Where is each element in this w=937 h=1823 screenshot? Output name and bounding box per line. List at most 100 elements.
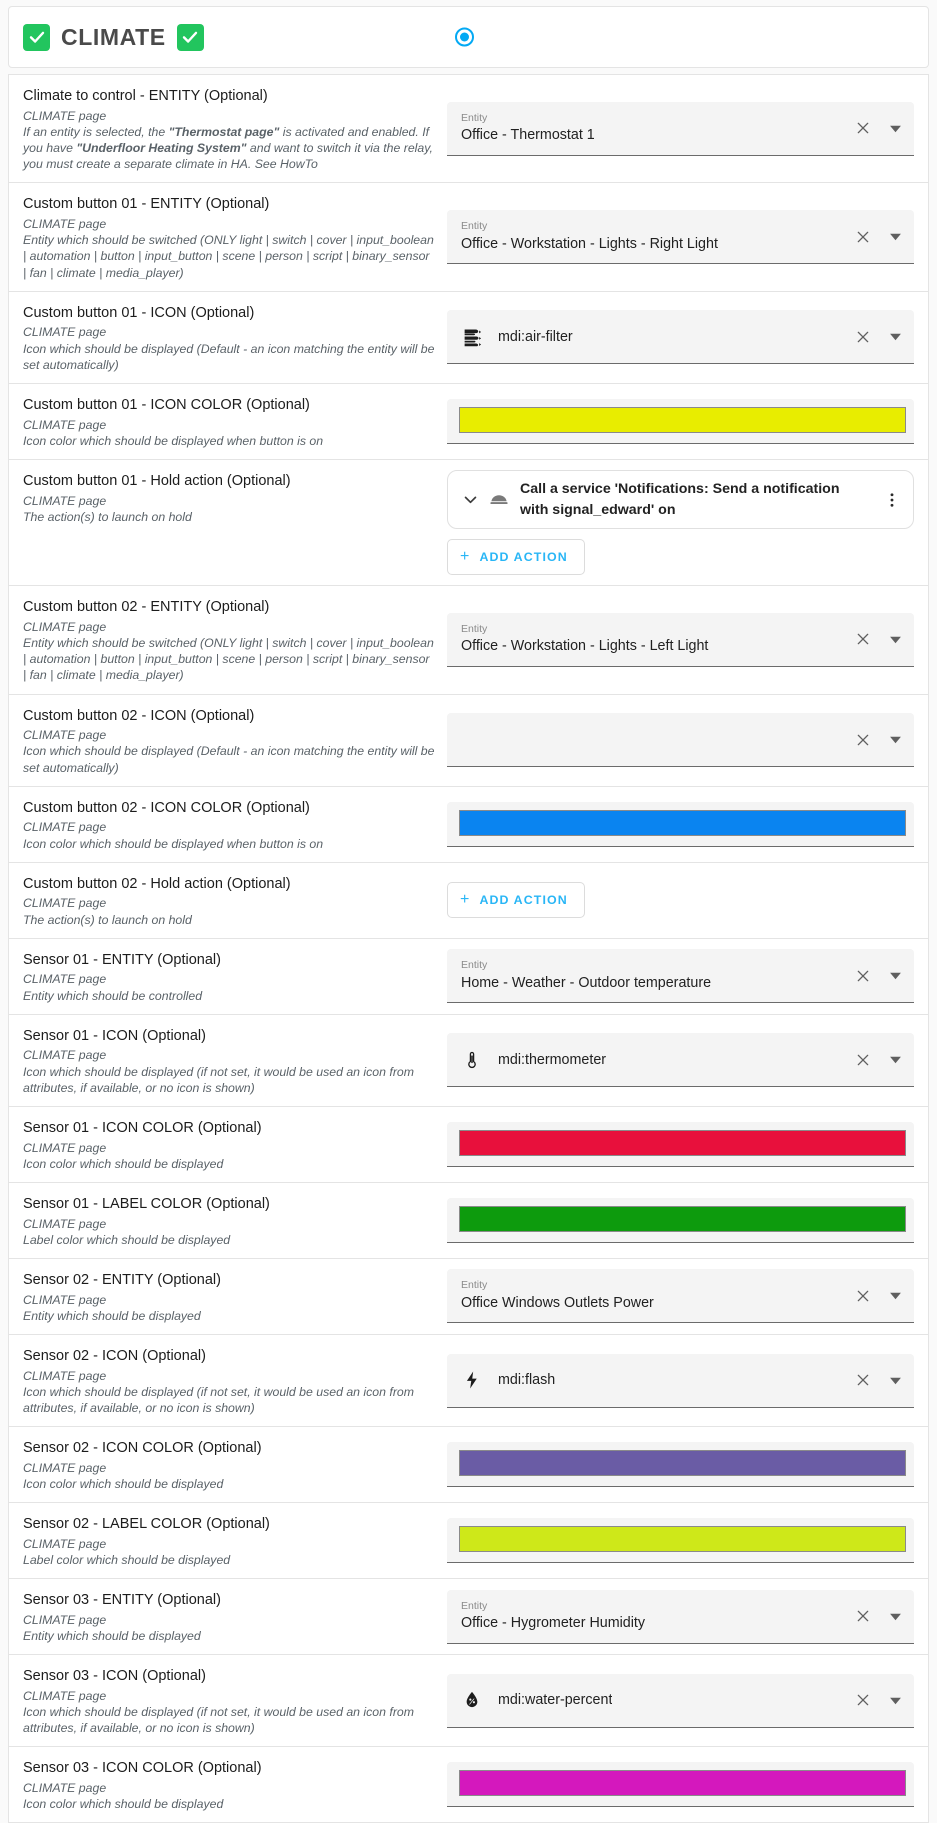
- row-description: CLIMATE page The action(s) to launch on h…: [23, 493, 192, 524]
- clear-icon[interactable]: [850, 963, 876, 989]
- checkbox-right-icon[interactable]: [176, 23, 204, 51]
- clear-icon[interactable]: [850, 1367, 876, 1393]
- settings-row: Sensor 03 - ICON (Optional) CLIMATE page I…: [9, 1654, 928, 1747]
- clear-icon[interactable]: [850, 324, 876, 350]
- color-swatch[interactable]: [459, 407, 906, 434]
- entity-field-body: Entity Office - Thermostat 1: [461, 112, 842, 145]
- icon-field[interactable]: mdi:water-percent: [447, 1673, 914, 1728]
- chevron-down-icon[interactable]: [882, 1687, 908, 1713]
- icon-field-value: mdi:flash: [498, 1371, 556, 1388]
- row-label-column: Custom button 02 - ENTITY (Optional) CLIM…: [23, 596, 447, 683]
- icon-field[interactable]: mdi:air-filter: [447, 310, 914, 365]
- service-bell-icon: [486, 487, 512, 513]
- field-trailing-controls: [842, 727, 908, 753]
- color-swatch[interactable]: [459, 1129, 906, 1156]
- page-title: CLIMATE: [61, 23, 166, 50]
- color-swatch[interactable]: [459, 809, 906, 836]
- entity-field[interactable]: Entity Office Windows Outlets Power: [447, 1269, 914, 1324]
- entity-field[interactable]: Entity Home - Weather - Outdoor temperatu…: [447, 949, 914, 1004]
- row-label-column: Sensor 03 - ENTITY (Optional) CLIMATE pag…: [23, 1589, 447, 1644]
- clear-icon[interactable]: [850, 1047, 876, 1073]
- chevron-down-icon[interactable]: [882, 727, 908, 753]
- row-title: Sensor 02 - ICON (Optional): [23, 1347, 206, 1364]
- color-field[interactable]: [447, 1197, 914, 1243]
- row-title: Climate to control - ENTITY (Optional): [23, 88, 268, 104]
- clear-icon[interactable]: [850, 1283, 876, 1309]
- entity-field-value: Office Windows Outlets Power: [461, 1294, 654, 1311]
- color-field[interactable]: [447, 399, 914, 445]
- color-field[interactable]: [447, 1442, 914, 1488]
- overflow-menu-icon[interactable]: [877, 485, 907, 515]
- settings-row: Sensor 02 - ICON COLOR (Optional) CLIMATE…: [9, 1426, 928, 1503]
- row-control-column: mdi:water-percent: [447, 1673, 914, 1728]
- icon-field[interactable]: mdi:thermometer: [447, 1033, 914, 1088]
- checkbox-left-icon[interactable]: [23, 23, 50, 51]
- color-field[interactable]: [447, 1121, 914, 1167]
- clear-icon[interactable]: [850, 1687, 876, 1713]
- clear-icon[interactable]: [850, 1603, 876, 1629]
- chevron-down-icon[interactable]: [882, 1047, 908, 1073]
- add-action-label: ADD ACTION: [479, 893, 568, 908]
- clear-icon[interactable]: [850, 727, 876, 753]
- row-label-column: Custom button 01 - Hold action (Optional…: [23, 470, 447, 525]
- add-action-button[interactable]: + ADD ACTION: [447, 539, 585, 576]
- flash-icon: [461, 1369, 483, 1391]
- action-item-text: Call a service 'Notifications: Send a no…: [520, 481, 840, 518]
- row-label-column: Sensor 03 - ICON (Optional) CLIMATE page I…: [23, 1665, 447, 1736]
- row-control-column: mdi:air-filter: [447, 310, 914, 365]
- chevron-down-icon[interactable]: [882, 626, 908, 652]
- color-field[interactable]: [447, 801, 914, 847]
- chevron-down-icon[interactable]: [882, 224, 908, 250]
- field-trailing-controls: [842, 626, 908, 652]
- add-action-button[interactable]: + ADD ACTION: [447, 882, 585, 919]
- chevron-down-icon[interactable]: [882, 963, 908, 989]
- row-control-column: [447, 1762, 914, 1808]
- clear-icon[interactable]: [850, 224, 876, 250]
- color-field[interactable]: [447, 1762, 914, 1808]
- row-control-column: Entity Home - Weather - Outdoor temperatu…: [447, 949, 914, 1004]
- row-control-column: Call a service 'Notifications: Send a no…: [447, 470, 914, 576]
- row-title: Custom button 01 - Hold action (Optional…: [23, 473, 291, 490]
- icon-field[interactable]: mdi:flash: [447, 1353, 914, 1408]
- color-swatch[interactable]: [459, 1770, 906, 1797]
- entity-field[interactable]: Entity Office - Workstation - Lights - Le…: [447, 612, 914, 667]
- settings-row: Custom button 01 - ENTITY (Optional) CLIM…: [9, 182, 928, 291]
- clear-icon[interactable]: [850, 626, 876, 652]
- row-label-column: Custom button 02 - Hold action (Optional…: [23, 873, 447, 928]
- row-title: Custom button 02 - ICON (Optional): [23, 707, 255, 724]
- add-action-label: ADD ACTION: [479, 550, 568, 565]
- row-title: Sensor 02 - ENTITY (Optional): [23, 1271, 221, 1288]
- chevron-down-icon[interactable]: [882, 115, 908, 141]
- entity-field[interactable]: Entity Office - Workstation - Lights - Ri…: [447, 210, 914, 265]
- row-control-column: [447, 399, 914, 445]
- entity-field[interactable]: Entity Office - Thermostat 1: [447, 101, 914, 156]
- chevron-down-icon[interactable]: [882, 1367, 908, 1393]
- clear-icon[interactable]: [850, 115, 876, 141]
- action-list: + ADD ACTION: [447, 882, 914, 919]
- icon-field[interactable]: [447, 713, 914, 768]
- entity-field-body: Entity Office - Workstation - Lights - Ri…: [461, 220, 842, 253]
- row-label-column: Sensor 02 - ICON COLOR (Optional) CLIMATE…: [23, 1437, 447, 1492]
- color-swatch[interactable]: [459, 1526, 906, 1553]
- row-control-column: Entity Office - Workstation - Lights - Le…: [447, 612, 914, 667]
- settings-row: Climate to control - ENTITY (Optional) CL…: [9, 74, 928, 183]
- icon-field-body: mdi:water-percent: [461, 1689, 842, 1711]
- chevron-down-icon[interactable]: [882, 1603, 908, 1629]
- color-swatch[interactable]: [459, 1450, 906, 1477]
- color-field[interactable]: [447, 1518, 914, 1564]
- row-title: Sensor 03 - ICON (Optional): [23, 1668, 206, 1685]
- row-control-column: [447, 1442, 914, 1488]
- chevron-down-icon[interactable]: [456, 486, 484, 514]
- chevron-down-icon[interactable]: [882, 1283, 908, 1309]
- row-label-column: Sensor 02 - ENTITY (Optional) CLIMATE pag…: [23, 1269, 447, 1324]
- row-description: CLIMATE page Entity which should be displ…: [23, 1612, 201, 1643]
- entity-field[interactable]: Entity Office - Hygrometer Humidity: [447, 1589, 914, 1644]
- row-description: CLIMATE page Icon which should be display…: [23, 1688, 414, 1736]
- action-item[interactable]: Call a service 'Notifications: Send a no…: [447, 470, 914, 530]
- row-control-column: [447, 1121, 914, 1167]
- radio-button-selected[interactable]: [455, 27, 474, 47]
- chevron-down-icon[interactable]: [882, 324, 908, 350]
- row-description: CLIMATE page Icon color which should be d…: [23, 1460, 224, 1491]
- color-swatch[interactable]: [459, 1205, 906, 1232]
- field-trailing-controls: [842, 115, 908, 141]
